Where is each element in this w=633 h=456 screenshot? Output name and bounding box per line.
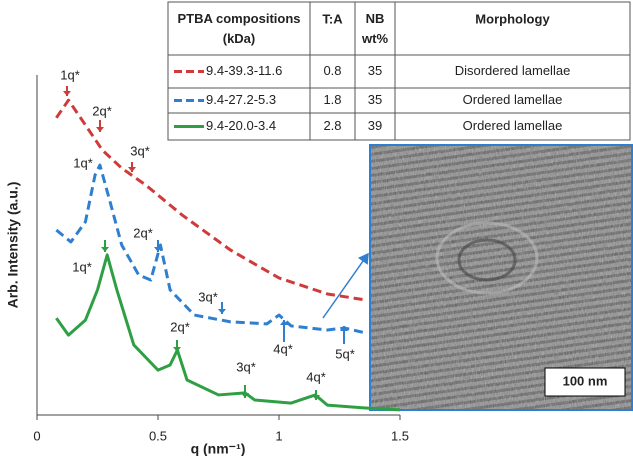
peak-arrowhead	[101, 247, 109, 252]
peak-label: 5q*	[335, 346, 355, 361]
scale-bar: 100 nm	[563, 373, 608, 388]
table-cell: 35	[368, 92, 382, 107]
x-tick-label: 0	[33, 428, 40, 443]
peak-label: 3q*	[236, 359, 256, 374]
peak-arrowhead	[128, 167, 136, 172]
peak-label: 2q*	[170, 319, 190, 334]
peak-arrowhead	[312, 395, 320, 400]
x-tick-label: 1	[275, 428, 282, 443]
peak-arrowhead	[154, 247, 162, 252]
table-header-line: PTBA compositions	[177, 11, 300, 26]
peak-label: 1q*	[60, 67, 80, 82]
table-cell: Disordered lamellae	[455, 63, 571, 78]
table-cell: 35	[368, 63, 382, 78]
peak-arrowhead	[173, 347, 181, 352]
peak-label: 3q*	[130, 143, 150, 158]
x-tick-label: 1.5	[391, 428, 409, 443]
x-tick-label: 0.5	[149, 428, 167, 443]
peak-arrowhead	[63, 91, 71, 96]
table-cell: 2.8	[323, 118, 341, 133]
peak-arrowhead	[241, 393, 249, 398]
table-cell: Ordered lamellae	[463, 92, 563, 107]
table-header: T:A	[322, 11, 343, 26]
table-cell: 39	[368, 118, 382, 133]
peak-label: 1q*	[73, 155, 93, 170]
y-axis-label: Arb. Intensity (a.u.)	[5, 182, 21, 309]
table-cell: 1.8	[323, 92, 341, 107]
table-frame	[167, 1, 631, 141]
table-header-line: NB	[366, 11, 385, 26]
table-header-line: wt%	[361, 31, 388, 46]
x-axis-label: q (nm⁻¹)	[191, 441, 246, 456]
table-header: NB wt%	[361, 11, 388, 46]
peak-arrowhead	[340, 326, 348, 331]
legend-label: 9.4-27.2-5.3	[206, 92, 276, 107]
table-header-line: (kDa)	[223, 31, 256, 46]
legend-label: 9.4-39.3-11.6	[206, 63, 282, 78]
legend-table: PTBA compositions (kDa) T:A NB wt% Morphology…	[167, 1, 631, 141]
peak-label: 3q*	[198, 289, 218, 304]
peak-label: 1q*	[72, 259, 92, 274]
peak-label: 2q*	[133, 225, 153, 240]
peak-label: 4q*	[306, 369, 326, 384]
peak-label: 2q*	[92, 103, 112, 118]
peak-label: 4q*	[273, 341, 293, 356]
legend-label: 9.4-20.0-3.4	[206, 118, 276, 133]
table-header: Morphology	[475, 11, 550, 26]
peak-arrowhead	[96, 127, 104, 132]
peak-arrowhead	[280, 320, 288, 325]
series-line	[55, 253, 401, 412]
series-line	[55, 163, 367, 335]
table-cell: 0.8	[323, 63, 341, 78]
table-header: PTBA compositions (kDa)	[177, 11, 300, 46]
peak-arrowhead	[218, 309, 226, 314]
table-cell: Ordered lamellae	[463, 118, 563, 133]
zoom-arrow	[322, 252, 369, 319]
tem-image: 100 nm	[369, 144, 633, 411]
